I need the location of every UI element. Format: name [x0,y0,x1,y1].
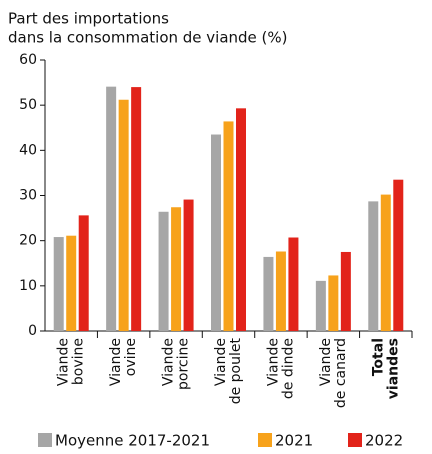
legend-swatch [38,433,52,447]
bar [223,121,234,331]
y-tick-label: 30 [19,188,37,204]
x-tick-label: Viande [108,338,124,386]
bar [131,87,142,331]
bar [340,251,351,331]
legend-label: Moyenne 2017-2021 [55,432,210,450]
bar [263,256,274,331]
y-tick-label: 10 [19,278,37,294]
x-tick-label: Viande [56,338,72,386]
x-tick-label: Viande [213,338,229,386]
bar [275,251,286,331]
bar [236,108,246,331]
bar [211,134,221,331]
bar [328,275,339,331]
legend-label: 2021 [275,432,313,450]
bar [288,237,299,331]
chart-title: Part des importations [8,10,169,28]
y-tick-label: 0 [28,323,37,339]
bar [53,237,64,331]
y-tick-label: 60 [19,52,37,68]
legend-label: 2022 [365,432,403,450]
x-tick-label: Viande [318,338,334,386]
x-tick-label: Total [370,338,386,376]
legend-swatch [348,433,362,447]
x-tick-label: de poulet [228,338,244,405]
bar [118,99,129,331]
x-tick-label: porcine [176,338,192,390]
bar [393,179,404,331]
bar [158,211,169,331]
y-tick-label: 20 [19,233,37,249]
chart-title: dans la consommation de viande (%) [8,29,288,47]
y-tick-label: 40 [19,142,37,158]
x-tick-label: de dinde [280,338,296,399]
bar [66,235,77,331]
x-tick-label: viandes [385,338,401,399]
bar [183,199,194,331]
bar [368,201,379,331]
x-tick-label: Viande [161,338,177,386]
bar [315,280,326,331]
x-tick-label: bovine [71,338,87,385]
x-tick-label: de canard [333,338,349,408]
x-tick-label: Viande [265,338,281,386]
legend-swatch [258,433,272,447]
y-tick-label: 50 [19,97,37,113]
bar [106,86,117,331]
bar [380,194,391,331]
x-tick-label: ovine [123,338,139,376]
bar [78,215,89,331]
bar [171,207,182,331]
